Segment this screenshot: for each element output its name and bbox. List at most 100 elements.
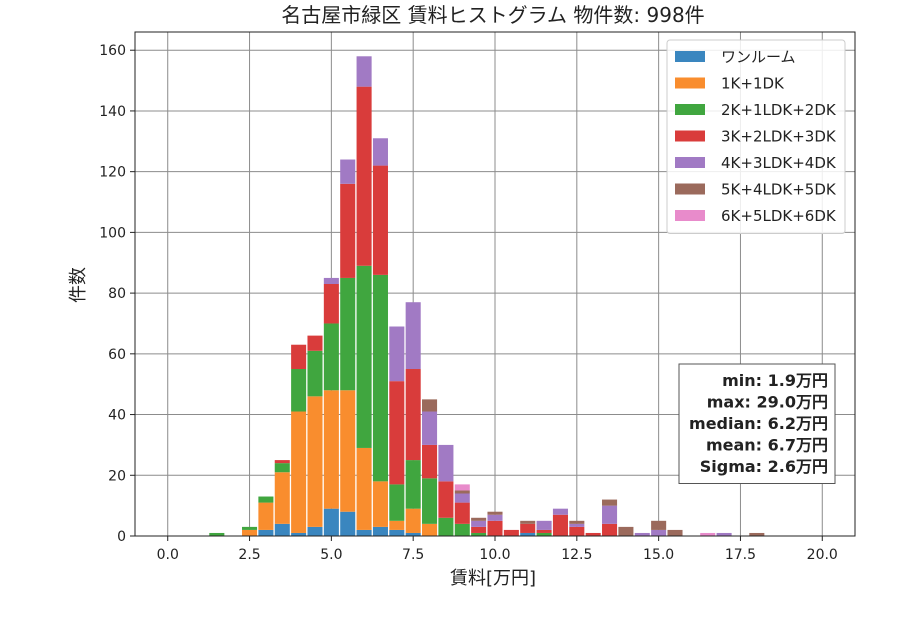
bar-segment	[471, 517, 487, 521]
stats-line: Sigma: 2.6万円	[700, 457, 828, 476]
bar-segment	[323, 277, 339, 284]
bar-segment	[536, 532, 552, 536]
y-tick-label: 160	[99, 43, 126, 59]
bar-segment	[372, 138, 388, 166]
bar-segment	[602, 523, 618, 536]
bar-segment	[323, 390, 339, 509]
bar-segment	[634, 532, 650, 536]
bar-segment	[340, 277, 356, 391]
grid-layer	[135, 32, 855, 537]
bar-segment	[372, 274, 388, 482]
bar-segment	[356, 56, 372, 87]
legend-entry: 3K+2LDK+3DK	[721, 128, 837, 146]
bar-segment	[487, 511, 503, 515]
bar-segment	[258, 529, 274, 536]
bar-segment	[323, 508, 339, 536]
bar-segment	[356, 529, 372, 536]
bar-segment	[749, 532, 765, 536]
bar-segment	[405, 532, 421, 536]
bar-segment	[520, 532, 536, 536]
ticks-layer: 0.0 2.5 5.0 7.5 10.0 12.5 15.0 17.5 20.0 0 20 40 60 8…	[99, 43, 838, 563]
x-tick-label: 20.0	[807, 547, 838, 563]
bar-segment	[389, 326, 405, 382]
bar-segment	[356, 447, 372, 530]
bar-segment	[258, 496, 274, 503]
bar-segment	[651, 520, 667, 530]
bar-segment	[552, 508, 568, 515]
bar-segment	[552, 514, 568, 536]
y-axis-label: 件数	[68, 267, 89, 303]
bar-segment	[602, 505, 618, 524]
legend-entry: 5K+4LDK+5DK	[721, 181, 837, 199]
chart-title: 名古屋市緑区 賃料ヒストグラム 物件数: 998件	[281, 3, 704, 27]
x-tick-label: 2.5	[238, 547, 260, 563]
bar-segment	[585, 532, 601, 536]
legend-swatch	[675, 51, 705, 62]
bar-segment	[323, 323, 339, 391]
bar-segment	[569, 526, 585, 536]
bar-segment	[422, 523, 438, 536]
x-tick-label: 0.0	[157, 547, 179, 563]
x-tick-label: 15.0	[643, 547, 674, 563]
bar-segment	[291, 532, 307, 536]
legend-swatch	[675, 130, 705, 142]
bar-segment	[422, 444, 438, 479]
x-axis-label: 賃料[万円]	[450, 568, 536, 589]
y-tick-label: 20	[108, 468, 126, 484]
bar-segment	[454, 493, 470, 503]
bar-segment	[389, 529, 405, 536]
bar-segment	[340, 511, 356, 536]
x-tick-label: 10.0	[479, 547, 510, 563]
bar-segment	[536, 520, 552, 530]
stats-line: mean: 6.7万円	[706, 436, 828, 455]
y-tick-label: 60	[108, 347, 126, 363]
bar-segment	[340, 183, 356, 278]
bar-segment	[651, 529, 667, 536]
bar-segment	[405, 508, 421, 533]
x-tick-label: 17.5	[725, 547, 756, 563]
bar-segment	[520, 520, 536, 524]
x-tick-label: 12.5	[561, 547, 592, 563]
stats-frame	[678, 363, 836, 484]
bar-segment	[503, 529, 519, 536]
legend-swatch	[675, 183, 705, 195]
bar-segment	[569, 523, 585, 527]
legend: ワンルーム 1K+1DK 2K+1LDK+2DK 3K+2LDK+3DK 4K+3LDK…	[666, 39, 846, 234]
bar-segment	[307, 350, 323, 397]
legend-swatch	[675, 210, 705, 221]
bar-segment	[536, 529, 552, 533]
legend-entry: 1K+1DK	[721, 75, 785, 93]
stats-line: min: 1.9万円	[722, 371, 828, 390]
bar-segment	[307, 335, 323, 351]
bar-segment	[372, 526, 388, 536]
bar-segment	[389, 484, 405, 521]
bar-segment	[389, 520, 405, 530]
legend-entry: 4K+3LDK+4DK	[721, 154, 837, 172]
bar-segment	[438, 481, 454, 518]
bar-segment	[389, 381, 405, 485]
bar-segment	[471, 532, 487, 536]
bar-segment	[602, 499, 618, 506]
bar-segment	[405, 369, 421, 461]
bar-segment	[454, 502, 470, 524]
y-tick-label: 80	[108, 286, 126, 302]
bar-segment	[569, 520, 585, 524]
bar-segment	[471, 526, 487, 533]
legend-frame	[666, 39, 846, 234]
y-tick-label: 0	[117, 529, 126, 545]
bar-segment	[438, 444, 454, 482]
bar-segment	[274, 472, 290, 524]
bar-segment	[618, 526, 634, 536]
legend-entry: ワンルーム	[721, 48, 796, 66]
bar-segment	[209, 532, 225, 536]
legend-swatch	[675, 104, 705, 115]
x-tick-label: 5.0	[320, 547, 342, 563]
legend-swatch	[675, 77, 705, 89]
bar-segment	[422, 399, 438, 412]
bar-segment	[307, 526, 323, 536]
bar-segment	[323, 284, 339, 324]
stats-line: median: 6.2万円	[689, 414, 828, 433]
bar-segment	[520, 523, 536, 533]
